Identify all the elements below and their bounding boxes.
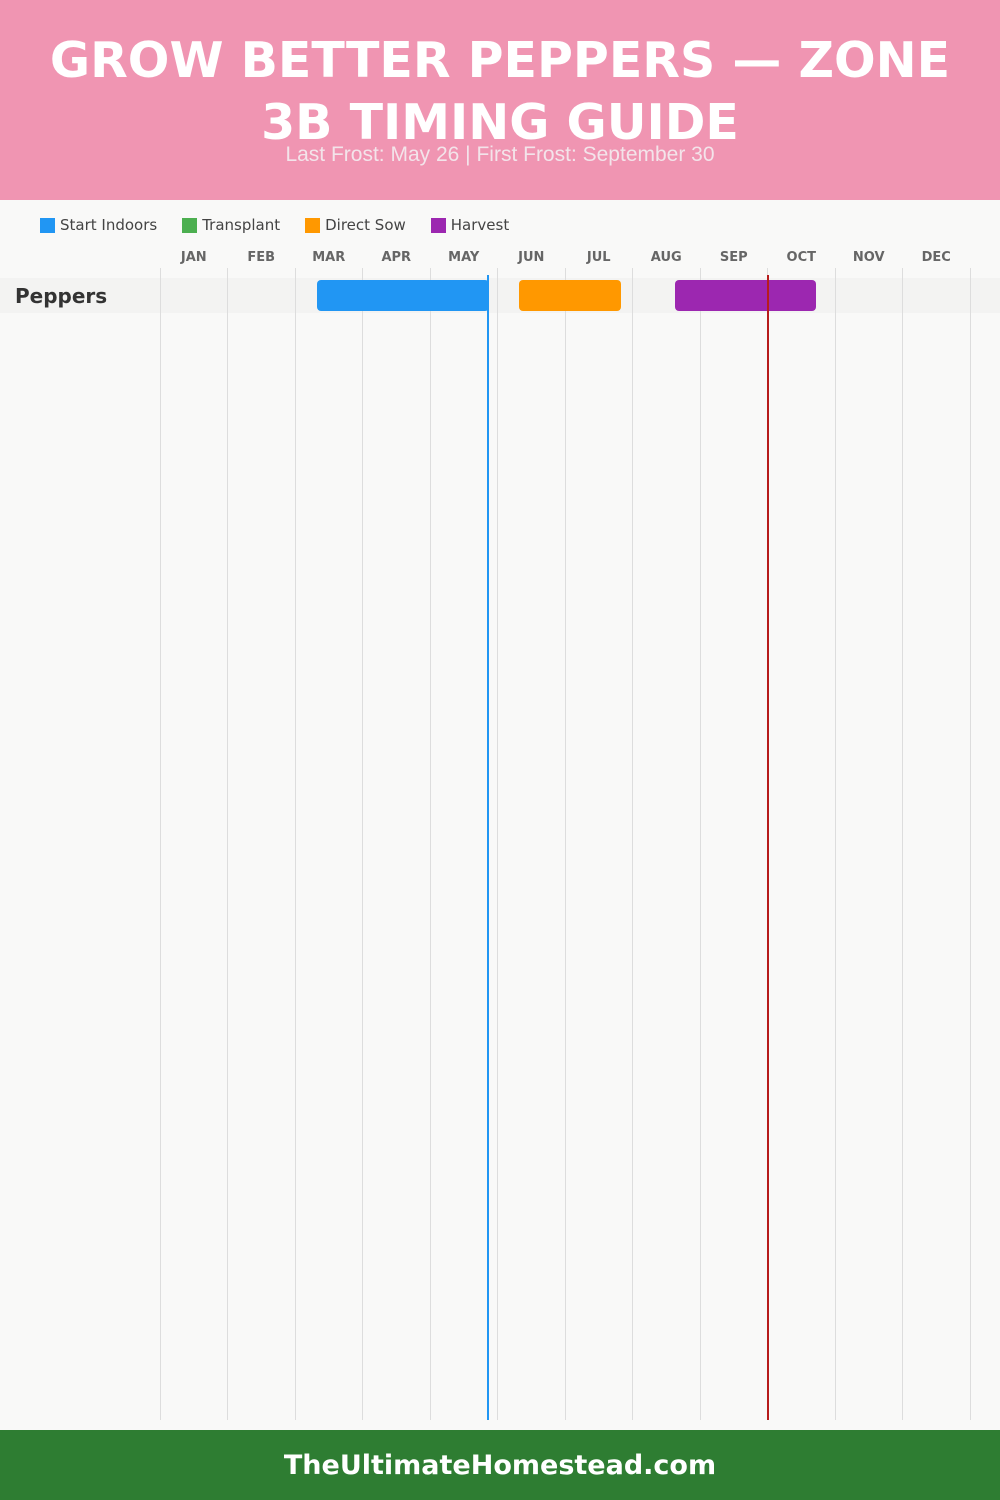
gridline — [700, 268, 701, 1420]
month-label: MAY — [448, 250, 480, 265]
crop-label: Peppers — [15, 284, 108, 308]
legend-label: Harvest — [450, 216, 510, 234]
page-title: GROW BETTER PEPPERS — ZONE 3B TIMING GUI… — [49, 32, 951, 151]
month-label: JAN — [180, 250, 207, 265]
month-label: APR — [381, 250, 412, 265]
gridline — [227, 268, 228, 1420]
harvest-swatch-icon — [430, 217, 446, 233]
month-label: NOV — [852, 250, 885, 265]
frost-dates-subtitle: Last Frost: May 26 | First Frost: Septem… — [285, 143, 715, 166]
gridline — [362, 268, 363, 1420]
gridline — [970, 268, 971, 1420]
gridline — [902, 268, 903, 1420]
transplant-swatch-icon — [182, 217, 198, 233]
month-label: AUG — [650, 250, 682, 265]
legend-label: Direct Sow — [325, 216, 406, 234]
month-label: JUN — [518, 250, 545, 265]
month-label: MAR — [312, 250, 346, 265]
last-frost-marker — [487, 275, 489, 1420]
legend-label: Transplant — [202, 216, 281, 234]
gridline — [835, 268, 836, 1420]
start-indoors-swatch-icon — [40, 217, 55, 233]
bar-direct-sow[interactable] — [519, 280, 621, 311]
gridline — [497, 268, 498, 1420]
direct-sow-swatch-icon — [305, 217, 321, 233]
bar-harvest[interactable] — [675, 280, 816, 311]
gridline — [295, 268, 296, 1420]
gridline — [160, 268, 161, 1420]
month-label: OCT — [786, 250, 816, 265]
month-label: DEC — [921, 250, 951, 265]
gridline — [430, 268, 431, 1420]
bar-start-indoors[interactable] — [317, 280, 489, 311]
legend-item-harvest: Harvest — [430, 216, 510, 234]
month-label: JUL — [586, 250, 611, 265]
month-label: FEB — [247, 250, 276, 265]
legend-item-direct-sow: Direct Sow — [305, 216, 406, 234]
legend-item-start-indoors: Start Indoors — [40, 216, 157, 234]
crop-row-peppers — [0, 278, 1000, 313]
site-link[interactable]: TheUltimateHomestead.com — [283, 1449, 717, 1481]
month-label: SEP — [719, 250, 748, 265]
legend-item-transplant: Transplant — [182, 216, 280, 234]
legend: Start Indoors Transplant Direct Sow Harv… — [40, 214, 534, 236]
footer-banner: TheUltimateHomestead.com — [0, 1430, 1000, 1500]
gridline — [632, 268, 633, 1420]
gridline — [565, 268, 566, 1420]
first-frost-marker — [767, 275, 769, 1420]
month-axis: JAN FEB MAR APR MAY JUN JUL AUG SEP OCT … — [160, 250, 970, 270]
legend-label: Start Indoors — [60, 216, 158, 234]
header-banner: GROW BETTER PEPPERS — ZONE 3B TIMING GUI… — [0, 0, 1000, 200]
